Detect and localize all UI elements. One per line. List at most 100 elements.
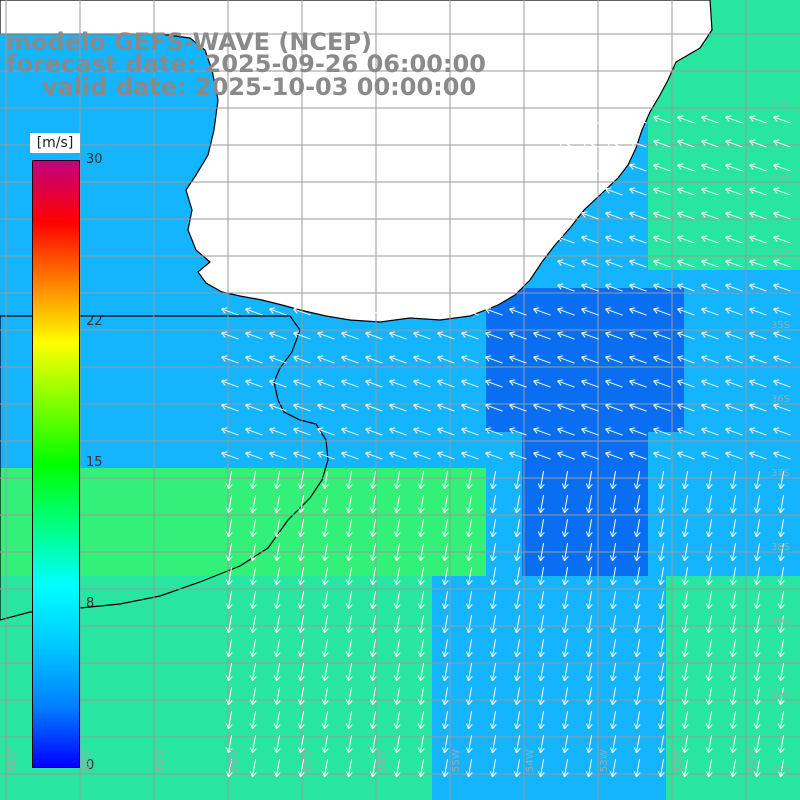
- wind-cell: [126, 666, 144, 684]
- wind-arrow: [557, 211, 575, 220]
- wind-cell: [666, 594, 684, 612]
- wind-cell: [630, 630, 648, 648]
- wind-cell: [126, 612, 144, 630]
- wind-cell: [738, 180, 756, 198]
- wind-cell: [54, 72, 72, 90]
- wind-cell: [450, 774, 468, 792]
- wind-cell: [414, 738, 432, 756]
- wind-cell: [540, 792, 558, 800]
- wind-cell: [612, 558, 630, 576]
- wind-cell: [198, 288, 216, 306]
- wind-cell: [666, 198, 684, 216]
- wind-cell: [162, 90, 180, 108]
- wind-cell: [108, 684, 126, 702]
- wind-cell: [288, 558, 306, 576]
- wind-cell: [648, 144, 666, 162]
- wind-arrow: [773, 187, 791, 196]
- wind-arrow: [701, 427, 719, 436]
- wind-arrow: [681, 687, 689, 706]
- wind-cell: [738, 396, 756, 414]
- colorbar-tick-label: 8: [86, 596, 95, 612]
- wind-cell: [306, 666, 324, 684]
- wind-cell: [468, 702, 486, 720]
- wind-cell: [612, 342, 630, 360]
- wind-cell: [702, 252, 720, 270]
- wind-cell: [738, 0, 756, 18]
- wind-cell: [72, 108, 90, 126]
- wind-cell: [738, 486, 756, 504]
- wind-cell: [306, 360, 324, 378]
- wind-cell: [630, 666, 648, 684]
- wind-arrow: [605, 451, 623, 460]
- wind-cell: [576, 774, 594, 792]
- wind-cell: [324, 774, 342, 792]
- wind-arrow: [345, 639, 353, 658]
- wind-cell: [450, 792, 468, 800]
- wind-cell: [792, 504, 800, 522]
- wind-arrow: [581, 235, 599, 244]
- wind-arrow: [221, 427, 239, 436]
- wind-arrow: [341, 403, 359, 412]
- wind-arrow: [725, 163, 743, 172]
- longitude-label: 57W: [303, 749, 314, 772]
- wind-cell: [666, 252, 684, 270]
- wind-cell: [252, 738, 270, 756]
- wind-cell: [684, 342, 702, 360]
- wind-arrow: [657, 711, 665, 730]
- wind-arrow: [273, 615, 281, 634]
- wind-cell: [666, 180, 684, 198]
- wind-cell: [198, 522, 216, 540]
- wind-cell: [702, 792, 720, 800]
- wind-arrow: [369, 495, 377, 514]
- wind-arrow: [417, 543, 425, 562]
- wind-arrow: [557, 379, 575, 388]
- wind-cell: [18, 378, 36, 396]
- wind-cell: [774, 36, 792, 54]
- wind-cell: [594, 594, 612, 612]
- wind-arrow: [537, 495, 545, 514]
- wind-arrow: [749, 403, 767, 412]
- wind-cell: [180, 126, 198, 144]
- wind-cell: [756, 522, 774, 540]
- wind-arrow: [609, 663, 617, 682]
- wind-cell: [18, 414, 36, 432]
- wind-cell: [198, 486, 216, 504]
- wind-cell: [648, 162, 666, 180]
- wind-cell: [756, 666, 774, 684]
- wind-cell: [450, 612, 468, 630]
- wind-arrow: [705, 687, 713, 706]
- wind-cell: [36, 72, 54, 90]
- wind-cell: [216, 702, 234, 720]
- wind-cell: [630, 576, 648, 594]
- wind-cell: [540, 738, 558, 756]
- wind-cell: [162, 72, 180, 90]
- wind-arrow: [389, 379, 407, 388]
- wind-cell: [450, 342, 468, 360]
- wind-cell: [342, 342, 360, 360]
- wind-arrow: [417, 687, 425, 706]
- wind-cell: [126, 468, 144, 486]
- wind-arrow: [465, 735, 473, 754]
- wind-cell: [144, 504, 162, 522]
- wind-arrow: [681, 543, 689, 562]
- wind-cell: [36, 54, 54, 72]
- wind-cell: [180, 306, 198, 324]
- wind-cell: [432, 414, 450, 432]
- wind-cell: [360, 738, 378, 756]
- wind-cell: [126, 144, 144, 162]
- wind-cell: [720, 558, 738, 576]
- wind-arrow: [293, 427, 311, 436]
- wind-cell: [324, 540, 342, 558]
- wind-cell: [162, 540, 180, 558]
- wind-cell: [594, 612, 612, 630]
- wind-cell: [108, 468, 126, 486]
- wind-cell: [612, 774, 630, 792]
- wind-cell: [414, 396, 432, 414]
- wind-cell: [18, 234, 36, 252]
- wind-cell: [630, 216, 648, 234]
- wind-cell: [306, 324, 324, 342]
- wind-cell: [108, 54, 126, 72]
- wind-arrow: [489, 735, 497, 754]
- wind-cell: [396, 468, 414, 486]
- wind-cell: [198, 684, 216, 702]
